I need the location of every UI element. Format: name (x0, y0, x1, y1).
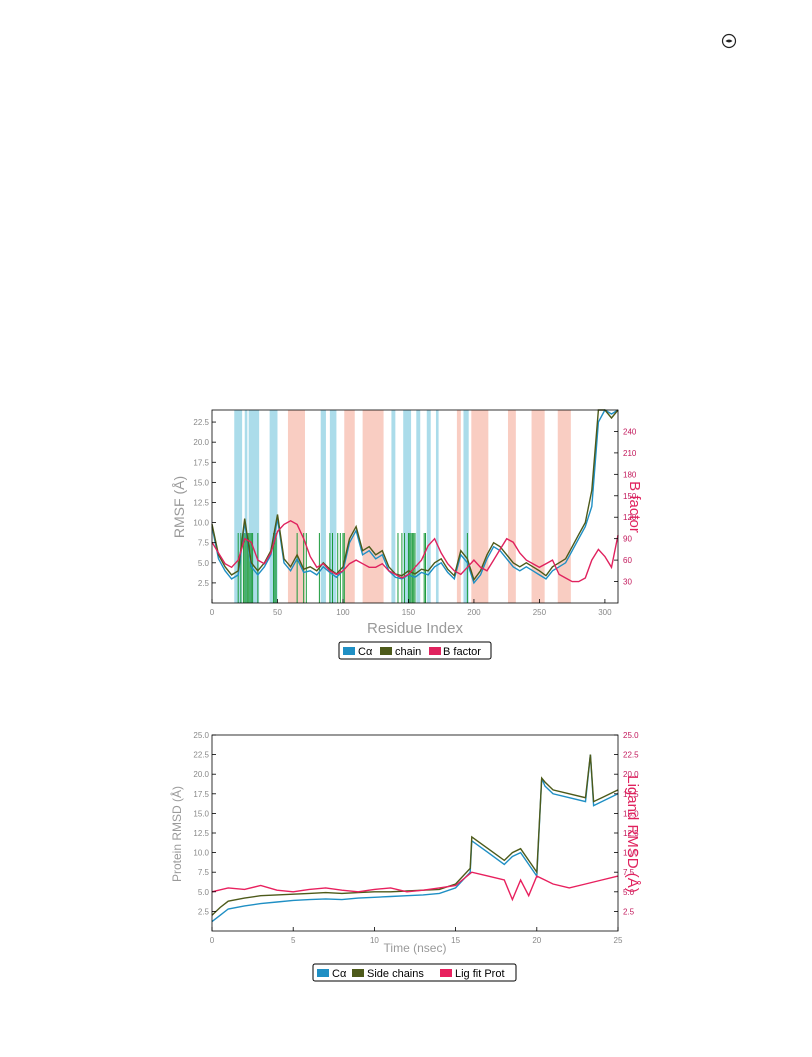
helix-band (269, 410, 278, 603)
x-tick-label: 250 (533, 608, 547, 617)
y-tick-label: 22.5 (193, 418, 209, 427)
y-tick-label: 7.5 (198, 868, 210, 877)
y-right-tick-label: 120 (623, 513, 637, 522)
legend-chain-swatch (380, 647, 392, 655)
x-tick-label: 300 (598, 608, 612, 617)
y-tick-label: 20.0 (193, 770, 209, 779)
y-tick-label: 10.0 (193, 519, 209, 528)
y-right-tick-label: 5.0 (623, 888, 635, 897)
ligand-rmsd-ylabel: Ligand RMSD (Å) (624, 775, 641, 893)
helix-band (320, 410, 326, 603)
legend-ca-swatch (343, 647, 355, 655)
legend-bfactor-swatch (429, 647, 441, 655)
series-line-c- (211, 754, 619, 923)
strand-band (362, 410, 384, 603)
helix-band (426, 410, 431, 603)
y-tick-label: 10.0 (193, 849, 209, 858)
y-tick-label: 2.5 (198, 579, 210, 588)
strand-band (456, 410, 461, 603)
y-right-tick-label: 180 (623, 470, 637, 479)
y-tick-label: 15.0 (193, 478, 209, 487)
rmsd-xlabel: Time (nsec) (384, 941, 447, 955)
y-right-tick-label: 17.5 (623, 790, 639, 799)
x-tick-label: 150 (402, 608, 416, 617)
legend-ca-label: Cα (358, 646, 373, 658)
rmsf-ylabel: RMSF (Å) (171, 476, 187, 538)
series-line-b-factor (211, 520, 619, 583)
legend-lig-swatch (440, 969, 452, 977)
y-tick-label: 22.5 (193, 751, 209, 760)
x-tick-label: 10 (370, 936, 379, 945)
legend-ca2-label: Cα (332, 968, 347, 980)
strand-band (471, 410, 489, 603)
x-tick-label: 0 (210, 608, 215, 617)
legend-ca2-swatch (317, 969, 329, 977)
series-line-side-chains (211, 754, 619, 916)
y-tick-label: 17.5 (193, 458, 209, 467)
x-tick-label: 5 (291, 936, 296, 945)
legend-sidechains-label: Side chains (367, 968, 424, 980)
y-tick-label: 17.5 (193, 790, 209, 799)
y-tick-label: 12.5 (193, 498, 209, 507)
y-tick-label: 7.5 (198, 539, 210, 548)
y-tick-label: 2.5 (198, 907, 210, 916)
rmsf-legend: Cα chain B factor (338, 641, 492, 660)
strand-band (531, 410, 545, 603)
helix-band (403, 410, 412, 603)
y-tick-label: 5.0 (198, 888, 210, 897)
series-line-lig-fit-prot (211, 871, 619, 902)
rmsd-legend: Cα Side chains Lig fit Prot (312, 963, 517, 982)
helix-band (248, 410, 260, 603)
y-right-tick-label: 240 (623, 427, 637, 436)
helix-band (435, 410, 439, 603)
legend-lig-label: Lig fit Prot (455, 968, 505, 980)
strand-band (507, 410, 516, 603)
y-right-tick-label: 150 (623, 492, 637, 501)
helix-band (391, 410, 396, 603)
strand-band (287, 410, 305, 603)
y-right-tick-label: 25.0 (623, 731, 639, 740)
legend-chain-label: chain (395, 646, 421, 658)
y-tick-label: 5.0 (198, 559, 210, 568)
x-tick-label: 200 (467, 608, 481, 617)
y-right-tick-label: 22.5 (623, 751, 639, 760)
y-tick-label: 12.5 (193, 829, 209, 838)
y-tick-label: 15.0 (193, 809, 209, 818)
y-right-tick-label: 90 (623, 535, 632, 544)
rmsf-xlabel: Residue Index (367, 620, 463, 637)
x-tick-label: 50 (273, 608, 282, 617)
x-tick-label: 25 (614, 936, 623, 945)
helix-band (329, 410, 337, 603)
y-right-tick-label: 60 (623, 556, 632, 565)
x-tick-label: 0 (210, 936, 215, 945)
y-tick-label: 20.0 (193, 438, 209, 447)
y-right-tick-label: 210 (623, 449, 637, 458)
helix-band (463, 410, 469, 603)
y-right-tick-label: 30 (623, 578, 632, 587)
y-right-tick-label: 20.0 (623, 770, 639, 779)
x-tick-label: 100 (336, 608, 350, 617)
helix-band (244, 410, 248, 603)
circle-dot-icon (721, 33, 737, 49)
y-right-tick-label: 12.5 (623, 829, 639, 838)
y-right-tick-label: 15.0 (623, 809, 639, 818)
y-right-tick-label: 2.5 (623, 907, 635, 916)
protein-rmsd-ylabel: Protein RMSD (Å) (169, 786, 184, 882)
x-tick-label: 15 (451, 936, 460, 945)
legend-bfactor-label: B factor (443, 646, 481, 658)
bfactor-ylabel: B factor (626, 481, 643, 533)
y-right-tick-label: 7.5 (623, 868, 635, 877)
y-right-tick-label: 10.0 (623, 849, 639, 858)
x-tick-label: 20 (532, 936, 541, 945)
legend-sidechains-swatch (352, 969, 364, 977)
helix-band (416, 410, 421, 603)
helix-band (234, 410, 243, 603)
y-tick-label: 25.0 (193, 731, 209, 740)
strand-band (344, 410, 355, 603)
